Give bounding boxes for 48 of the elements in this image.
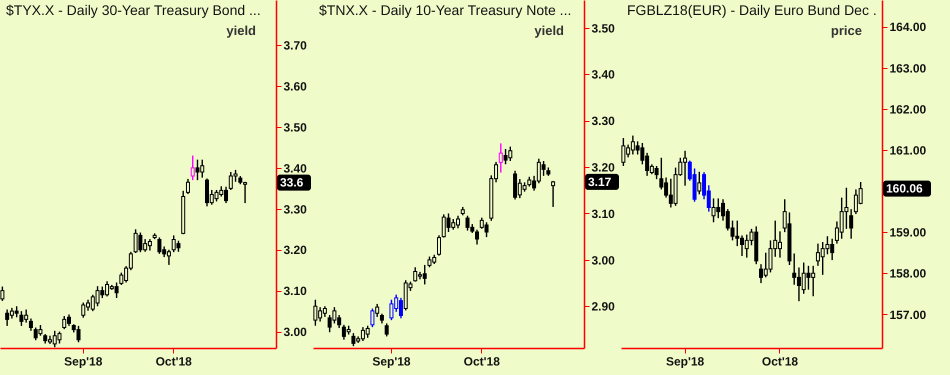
candlestick xyxy=(190,154,195,181)
y-tick-label: 162.00 xyxy=(890,102,927,116)
candlestick xyxy=(475,228,480,246)
text: 160.06 xyxy=(886,182,924,196)
y-tick-label: 3.40 xyxy=(592,68,616,82)
text: 33.6 xyxy=(280,176,304,190)
y-axis-title: yield xyxy=(226,23,256,38)
candlestick xyxy=(384,322,389,338)
y-tick-label: 3.40 xyxy=(284,161,308,176)
y-tick-label: 3.70 xyxy=(284,38,308,53)
y-tick-label: 163.00 xyxy=(890,61,927,76)
candlestick xyxy=(498,142,503,174)
candlestick xyxy=(380,312,384,324)
y-tick-label: 3.00 xyxy=(592,253,616,268)
y-tick-label: 3.50 xyxy=(284,120,308,134)
x-tick-label: Sep'18 xyxy=(64,354,103,368)
y-tick-label: 158.00 xyxy=(890,266,927,281)
candlestick xyxy=(186,178,190,195)
x-tick-label: Oct'18 xyxy=(464,354,500,368)
y-tick-label: 3.20 xyxy=(284,243,308,258)
y-tick-label: 3.10 xyxy=(284,284,308,298)
y-axis-title: yield xyxy=(534,23,564,38)
y-tick-label: 161.00 xyxy=(890,143,927,158)
y-tick-label: 3.10 xyxy=(592,206,616,221)
candlestick xyxy=(697,171,702,196)
y-tick-label: 3.30 xyxy=(592,114,616,128)
y-tick-label: 3.60 xyxy=(284,79,308,94)
chart-title: FGBLZ18(EUR) - Daily Euro Bund Dec . xyxy=(627,2,877,18)
x-tick-label: Sep'18 xyxy=(372,354,411,368)
y-tick-label: 3.50 xyxy=(592,21,616,36)
y-tick-label: 3.00 xyxy=(284,325,308,340)
candlestick xyxy=(849,208,854,240)
y-tick-label: 159.00 xyxy=(890,226,927,240)
x-tick-label: Oct'18 xyxy=(156,354,192,368)
y-tick-label: 3.30 xyxy=(284,202,308,216)
candlestick xyxy=(436,234,441,256)
x-tick-label: Oct'18 xyxy=(762,354,798,368)
y-axis-title: price xyxy=(830,23,862,38)
chart-title: $TYX.X - Daily 30-Year Treasury Bond ... xyxy=(6,2,261,18)
candlestick xyxy=(551,180,556,208)
text: 3.17 xyxy=(588,174,612,189)
chart-title: $TNX.X - Daily 10-Year Treasury Note ... xyxy=(319,2,572,18)
y-tick-label: 3.20 xyxy=(592,160,616,175)
y-tick-label: 157.00 xyxy=(890,308,927,322)
candlestick xyxy=(28,318,33,332)
y-tick-label: 2.90 xyxy=(592,300,616,314)
x-tick-label: Sep'18 xyxy=(666,354,704,368)
y-tick-label: 164.00 xyxy=(890,20,927,34)
